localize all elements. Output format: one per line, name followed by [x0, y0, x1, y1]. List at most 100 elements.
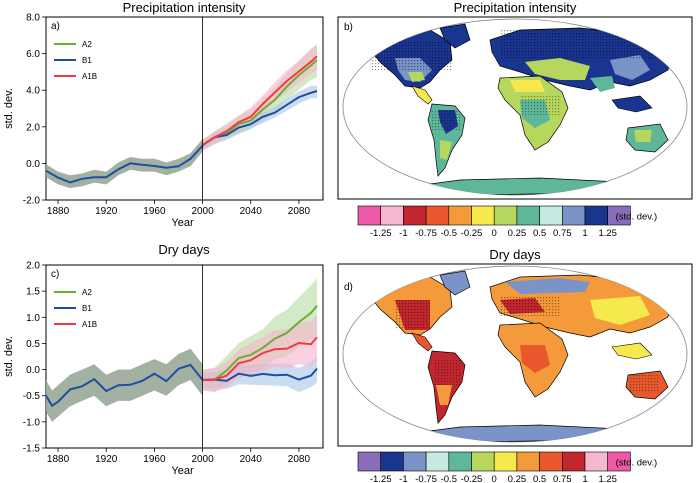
plot-a-ytick-label: 8.0 [26, 13, 40, 24]
plot-c-xtick-label: 1960 [143, 454, 166, 465]
plot-a-band-a1b [202, 44, 317, 151]
colorbar-d-tick-label: -1 [399, 474, 407, 483]
colorbar-b: -1.25 -1 -0.75 -0.5 -0.25 0 0.25 0.5 0.75 1 1.25 (s… [357, 205, 658, 239]
map-b-east-asia [610, 55, 650, 80]
map-d-south-cone [436, 385, 452, 405]
map-b-central-australia [634, 130, 652, 142]
map-b-middle-east [525, 58, 590, 80]
map-b-south-cone [440, 140, 452, 160]
map-d-central-america [411, 332, 433, 352]
plot-c-ytick-label: -1.0 [23, 417, 41, 428]
colorbar-d-tick-label: 1 [582, 474, 587, 483]
colorbar-b-tick-label: 1.25 [598, 228, 617, 239]
plot-a-xtick-label: 2000 [191, 206, 214, 217]
plot-c-xtick-label: 1880 [47, 454, 70, 465]
map-b-panel-label: b) [344, 22, 353, 33]
map-d-panel-label: d) [344, 282, 353, 293]
colorbar-b-swatch [448, 205, 472, 226]
colorbar-b-unit: (std. dev.) [616, 212, 658, 223]
map-b-central-us [408, 72, 425, 82]
plot-a-ytick-label: 2.0 [26, 122, 40, 133]
colorbar-b-tick-label: 0.5 [533, 228, 546, 239]
panel-a: Precipitation intensity 1880 1920 1960 2000… [3, 0, 324, 229]
colorbar-b-swatch [561, 205, 586, 226]
plot-c-xtick-label: 2040 [240, 454, 263, 465]
colorbar-d-tick-label: 0.5 [533, 474, 546, 483]
plot-c-legend-label-a1b: A1B [82, 320, 97, 329]
plot-a-band-historical [46, 138, 203, 189]
plot-a-ytick-label: 0.0 [26, 159, 40, 170]
colorbar-d-tick-label: 0 [492, 474, 497, 483]
colorbar-b-tick-label: -1 [399, 228, 407, 239]
colorbar-b-tick-label: -0.25 [461, 228, 483, 239]
colorbar-d-tick-label: 1.25 [598, 474, 617, 483]
colorbar-d-swatch [448, 451, 472, 472]
colorbar-d-swatch [607, 451, 631, 472]
colorbar-d-swatch [584, 451, 609, 472]
map-b-stipple-africa [520, 95, 560, 115]
plot-c-ytick-label: -0.5 [23, 391, 41, 402]
plot-a-line-a2 [202, 59, 318, 146]
colorbar-d-swatch [561, 451, 586, 472]
plot-c-legend-label-b1: B1 [82, 304, 92, 313]
colorbar-b-swatch [539, 205, 563, 226]
plot-c-panel-label: c) [51, 269, 59, 280]
plot-c-legend-label-a2: A2 [82, 288, 92, 297]
colorbar-b-tick-label: 0.25 [508, 228, 527, 239]
panel-a-title: Precipitation intensity [123, 0, 246, 15]
colorbar-d-unit: (std. dev.) [616, 458, 658, 469]
colorbar-d-tick-label: 0.25 [508, 474, 527, 483]
plot-a-ytick-label: 4.0 [26, 86, 40, 97]
panel-b: Precipitation intensity b) [337, 0, 693, 200]
plot-a-xtick-label: 1880 [47, 206, 70, 217]
plot-c-xlabel: Year [171, 465, 194, 477]
plot-c-ytick-label: 0.5 [26, 339, 40, 350]
plot-a-line-historical [45, 145, 204, 184]
colorbar-d-tick-label: -1.25 [370, 474, 392, 483]
colorbar-b-tick-label: 0.75 [553, 228, 572, 239]
map-b-sahara [510, 80, 545, 92]
plot-c-band-a1b [202, 314, 317, 392]
map-b-stipple-na [370, 40, 452, 70]
panel-d: Dry days d) [337, 247, 693, 447]
plot-c-line-a2 [202, 305, 318, 381]
colorbar-b-swatch [516, 205, 540, 226]
colorbar-b-tick-label: 0 [492, 228, 497, 239]
colorbar-d-tick-label: -0.75 [415, 474, 437, 483]
plot-a-ytick-label: 6.0 [26, 49, 40, 60]
panel-c-title: Dry days [158, 242, 210, 257]
map-d-central-africa [520, 345, 550, 373]
plot-a-ytick-label: -2.0 [23, 196, 41, 207]
plot-a-xtick-label: 1920 [95, 206, 118, 217]
plot-c-xtick-label: 2000 [191, 454, 214, 465]
plot-a-ylabel: std. dev. [3, 88, 15, 129]
colorbar-d-tick-label: 0.75 [553, 474, 572, 483]
colorbar-d-tick-label: -0.25 [461, 474, 483, 483]
colorbar-d-swatch [493, 451, 518, 472]
plot-c-ytick-label: 2.0 [26, 261, 40, 272]
colorbar-d: -1.25 -1 -0.75 -0.5 -0.25 0 0.25 0.5 0.75 1 1.25 (s… [357, 451, 658, 483]
panel-c: Dry days 1880 1920 1960 2000 2040 2080 -1.5 -1.… [3, 242, 324, 477]
plot-c-ytick-label: -1.5 [23, 444, 41, 455]
plot-a-legend-label-b1: B1 [82, 56, 92, 65]
plot-a-xtick-label: 1960 [143, 206, 166, 217]
colorbar-d-swatch [403, 451, 427, 472]
colorbar-b-swatch [425, 205, 450, 226]
colorbar-b-swatch [471, 205, 495, 226]
map-d-asia-interior [590, 296, 650, 325]
plot-a-legend-label-a2: A2 [82, 40, 92, 49]
plot-a-legend-label-a1b: A1B [82, 72, 97, 81]
colorbar-b-swatch [403, 205, 427, 226]
panel-d-title: Dry days [489, 247, 541, 262]
colorbar-b-swatch [380, 205, 404, 226]
map-b-india [590, 76, 615, 92]
map-d-greenland [439, 270, 471, 296]
colorbar-b-swatch [607, 205, 631, 226]
plot-c-xtick-label: 2080 [288, 454, 311, 465]
map-b-central-america [411, 85, 433, 105]
plot-c-ytick-label: 0.0 [26, 365, 40, 376]
plot-c-line-historical [45, 363, 204, 408]
map-d-stipple-med [500, 296, 560, 316]
plot-a-line-b1 [202, 90, 318, 146]
